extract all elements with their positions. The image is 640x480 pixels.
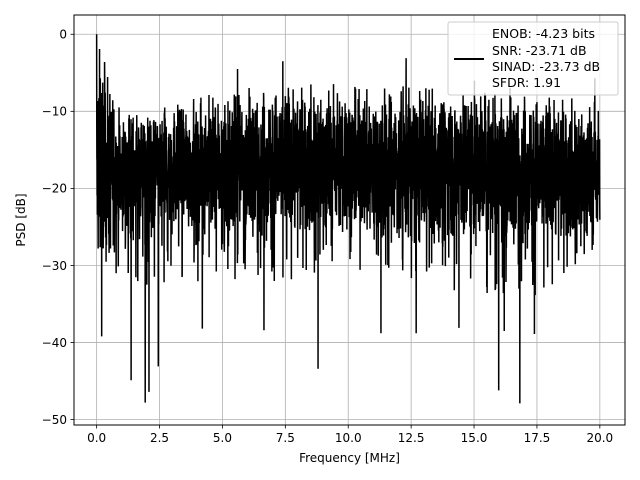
y-tick-label: 0	[59, 28, 67, 42]
x-axis-label: Frequency [MHz]	[299, 451, 400, 465]
y-tick-label: −40	[42, 336, 67, 350]
x-tick-label: 20.0	[586, 431, 613, 445]
y-axis-label: PSD [dB]	[14, 193, 28, 246]
x-tick-label: 5.0	[213, 431, 232, 445]
axes-frame	[73, 14, 626, 426]
x-tick-label: 0.0	[87, 431, 106, 445]
x-tick-label: 12.5	[398, 431, 425, 445]
x-tick-label: 7.5	[276, 431, 295, 445]
legend-frame	[447, 21, 619, 96]
y-tick-label: −20	[42, 182, 67, 196]
legend-sfdr: SFDR: 1.91	[492, 75, 561, 90]
series-layer	[95, 34, 601, 404]
legend-snr: SNR: -23.71 dB	[492, 43, 587, 58]
x-tick-label: 10.0	[335, 431, 362, 445]
psd-series-line	[95, 34, 601, 404]
legend-enob: ENOB: -4.23 bits	[492, 26, 595, 41]
y-axis-ticks: 0 −10 −20 −30 −40 −50	[42, 28, 74, 427]
legend-sinad: SINAD: -23.73 dB	[492, 59, 600, 74]
legend: ENOB: -4.23 bits SNR: -23.71 dB SINAD: -…	[447, 21, 619, 96]
y-tick-label: −30	[42, 259, 67, 273]
y-tick-label: −50	[42, 413, 67, 427]
x-axis-ticks: 0.0 2.5 5.0 7.5 10.0 12.5 15.0 17.5 20.0	[87, 425, 613, 445]
y-tick-label: −10	[42, 105, 67, 119]
x-tick-label: 2.5	[150, 431, 169, 445]
x-tick-label: 17.5	[524, 431, 551, 445]
x-tick-label: 15.0	[461, 431, 488, 445]
